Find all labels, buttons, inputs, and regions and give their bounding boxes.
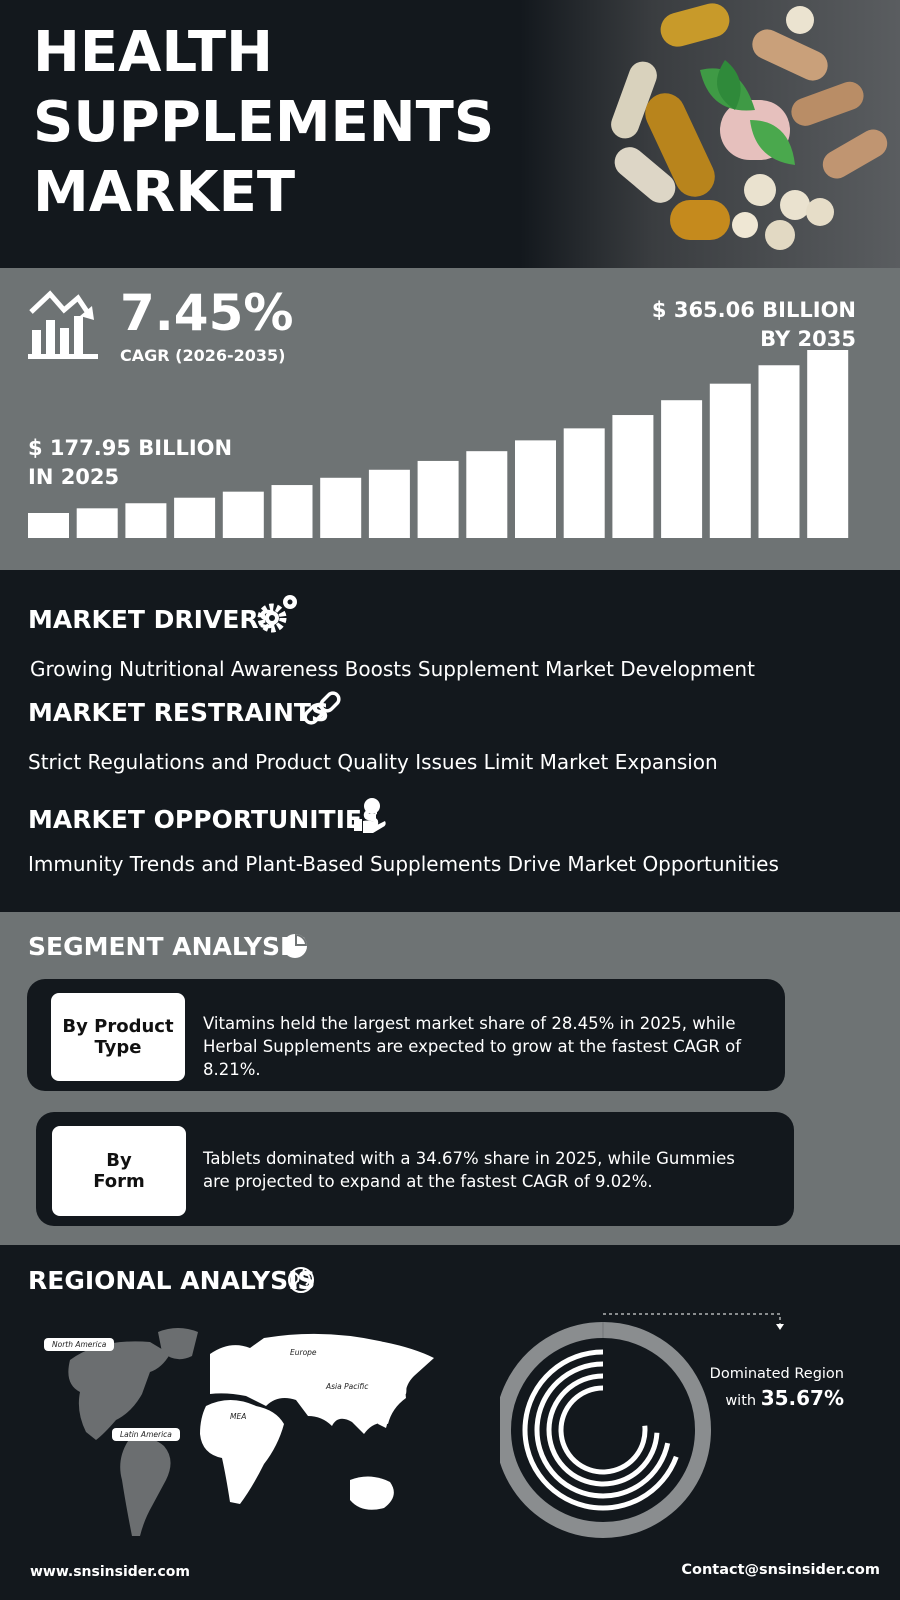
segment-label-line: By: [106, 1150, 132, 1171]
section-text: Growing Nutritional Awareness Boosts Sup…: [30, 657, 755, 681]
gears-icon: [257, 595, 297, 633]
growth-bar: [76, 508, 118, 538]
segment-text: Tablets dominated with a 34.67% share in…: [203, 1149, 735, 1191]
donut-ring: [534, 1361, 671, 1499]
section-text: Immunity Trends and Plant-Based Suppleme…: [28, 852, 779, 876]
chain-icon: [303, 691, 341, 725]
section-heading: REGIONAL ANALYSIS: [28, 1266, 316, 1295]
section-heading: MARKET DRIVERS: [28, 605, 277, 634]
segment-label: By Form: [52, 1126, 186, 1216]
growth-bar: [28, 513, 69, 538]
cagr-value: 7.45%: [120, 284, 294, 342]
leader-arrow: [776, 1324, 784, 1330]
section-text: Strict Regulations and Product Quality I…: [28, 750, 718, 774]
section-heading: MARKET RESTRAINTS: [28, 698, 329, 727]
segment-text: Vitamins held the largest market share o…: [203, 1014, 742, 1079]
map-label: North America: [44, 1338, 115, 1351]
globe-icon: [288, 1267, 314, 1293]
title-line: HEALTH: [33, 20, 273, 85]
start-value: $ 177.95 BILLION: [28, 436, 233, 460]
growth-bar: [125, 503, 167, 538]
section-heading: SEGMENT ANALYSIS: [28, 932, 308, 961]
growth-bar: [417, 460, 459, 538]
start-year: IN 2025: [28, 465, 120, 489]
dominated-region: Dominated Region with 35.67%: [710, 1362, 844, 1413]
world-map: [68, 1328, 434, 1536]
segment-label-line: Type: [94, 1037, 142, 1058]
growth-bar: [320, 477, 362, 538]
supplements-image: [520, 0, 900, 268]
growth-bars: [28, 350, 849, 538]
idea-icon: [354, 798, 386, 833]
dominated-with: with: [725, 1393, 757, 1409]
title-line: MARKET: [33, 160, 296, 225]
website[interactable]: www.snsinsider.com: [30, 1564, 191, 1580]
donut-ring: [522, 1349, 679, 1511]
map-label: Latin America: [112, 1428, 180, 1441]
growth-bar: [563, 428, 605, 538]
growth-bar: [709, 383, 751, 538]
growth-bar: [807, 350, 849, 538]
growth-bar: [466, 451, 508, 538]
segment-label: By Product Type: [51, 993, 185, 1081]
map-label: Asia Pacific: [318, 1380, 377, 1393]
donut-ring: [546, 1373, 660, 1487]
map-label: MEA: [222, 1410, 255, 1423]
leader-line: [603, 1313, 781, 1326]
growth-bar: [368, 469, 410, 538]
dominated-value: 35.67%: [760, 1386, 844, 1410]
end-year: BY 2035: [760, 327, 856, 351]
end-value-block: $ 365.06 BILLION BY 2035: [652, 296, 856, 354]
growth-bar: [661, 400, 703, 538]
dominated-label: Dominated Region: [709, 1366, 844, 1382]
donut-ring: [500, 1322, 711, 1538]
map-label: Europe: [282, 1346, 325, 1359]
growth-bar: [612, 415, 654, 538]
start-value-block: $ 177.95 BILLION IN 2025: [28, 434, 232, 492]
title: HEALTH SUPPLEMENTS MARKET: [33, 18, 494, 228]
end-value: $ 365.06 BILLION: [651, 298, 856, 322]
segment-label-line: By Product: [62, 1016, 174, 1037]
dominated-line: with 35.67%: [710, 1386, 844, 1413]
segment-label-line: Form: [93, 1171, 145, 1192]
section-heading: MARKET OPPORTUNITIES: [28, 805, 380, 834]
growth-bar: [758, 365, 800, 538]
growth-bar: [271, 485, 313, 538]
chart-icon: [28, 290, 98, 359]
cagr-label: CAGR (2026-2035): [120, 346, 286, 365]
pie-icon: [283, 934, 307, 958]
region-donut: [500, 1313, 784, 1538]
growth-bar: [174, 497, 216, 538]
growth-bar: [515, 440, 556, 538]
contact[interactable]: Contact@snsinsider.com: [681, 1562, 880, 1578]
title-line: SUPPLEMENTS: [33, 90, 495, 155]
donut-ring: [558, 1385, 648, 1475]
growth-bar: [222, 491, 264, 538]
